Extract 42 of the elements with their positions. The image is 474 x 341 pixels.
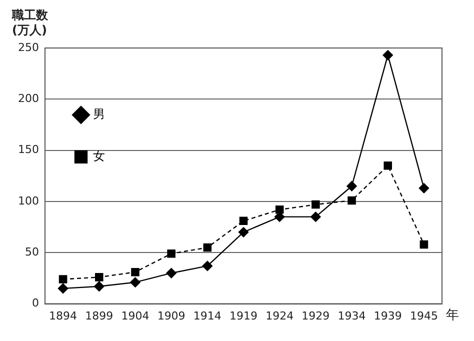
legend-label: 女 bbox=[92, 149, 105, 164]
point bbox=[167, 250, 176, 258]
point bbox=[202, 260, 213, 272]
point bbox=[275, 206, 284, 214]
x-tick-label: 1894 bbox=[49, 309, 78, 322]
y-tick-label: 100 bbox=[18, 194, 39, 208]
x-tick-label: 1934 bbox=[338, 309, 366, 322]
x-axis-title: 年 bbox=[446, 308, 459, 324]
y-tick-label: 50 bbox=[24, 246, 39, 258]
point bbox=[239, 216, 248, 226]
y-tick-label: 200 bbox=[18, 92, 39, 106]
point bbox=[382, 50, 393, 60]
point bbox=[131, 268, 140, 276]
point bbox=[94, 281, 104, 292]
point bbox=[418, 183, 430, 194]
point bbox=[58, 283, 68, 294]
x-tick-label: 1914 bbox=[193, 309, 222, 322]
point bbox=[94, 273, 104, 282]
legend-label: 男 bbox=[92, 107, 105, 122]
x-tick-label: 1924 bbox=[266, 309, 294, 322]
x-tick-label: 1904 bbox=[121, 309, 150, 322]
point bbox=[166, 268, 176, 278]
y-tick-label: 150 bbox=[18, 143, 39, 156]
point bbox=[348, 196, 356, 205]
x-tick-label: 1899 bbox=[85, 309, 114, 322]
x-tick-label: 1919 bbox=[230, 309, 258, 322]
y-axis-title: 職工数 (万人) bbox=[11, 8, 49, 38]
point bbox=[130, 277, 140, 288]
point bbox=[203, 243, 212, 252]
x-tick-label: 1909 bbox=[157, 309, 186, 322]
x-tick-label: 1929 bbox=[302, 309, 330, 322]
x-tick-label: 1939 bbox=[374, 309, 402, 322]
point bbox=[420, 240, 428, 249]
point bbox=[58, 275, 68, 284]
point bbox=[238, 227, 249, 238]
x-tick-label: 1945 bbox=[410, 309, 438, 322]
point bbox=[346, 181, 357, 192]
y-tick-label: 250 bbox=[18, 40, 39, 54]
y-tick-label: 0 bbox=[32, 296, 39, 310]
point bbox=[384, 162, 392, 170]
point bbox=[312, 200, 320, 209]
point bbox=[310, 212, 321, 222]
